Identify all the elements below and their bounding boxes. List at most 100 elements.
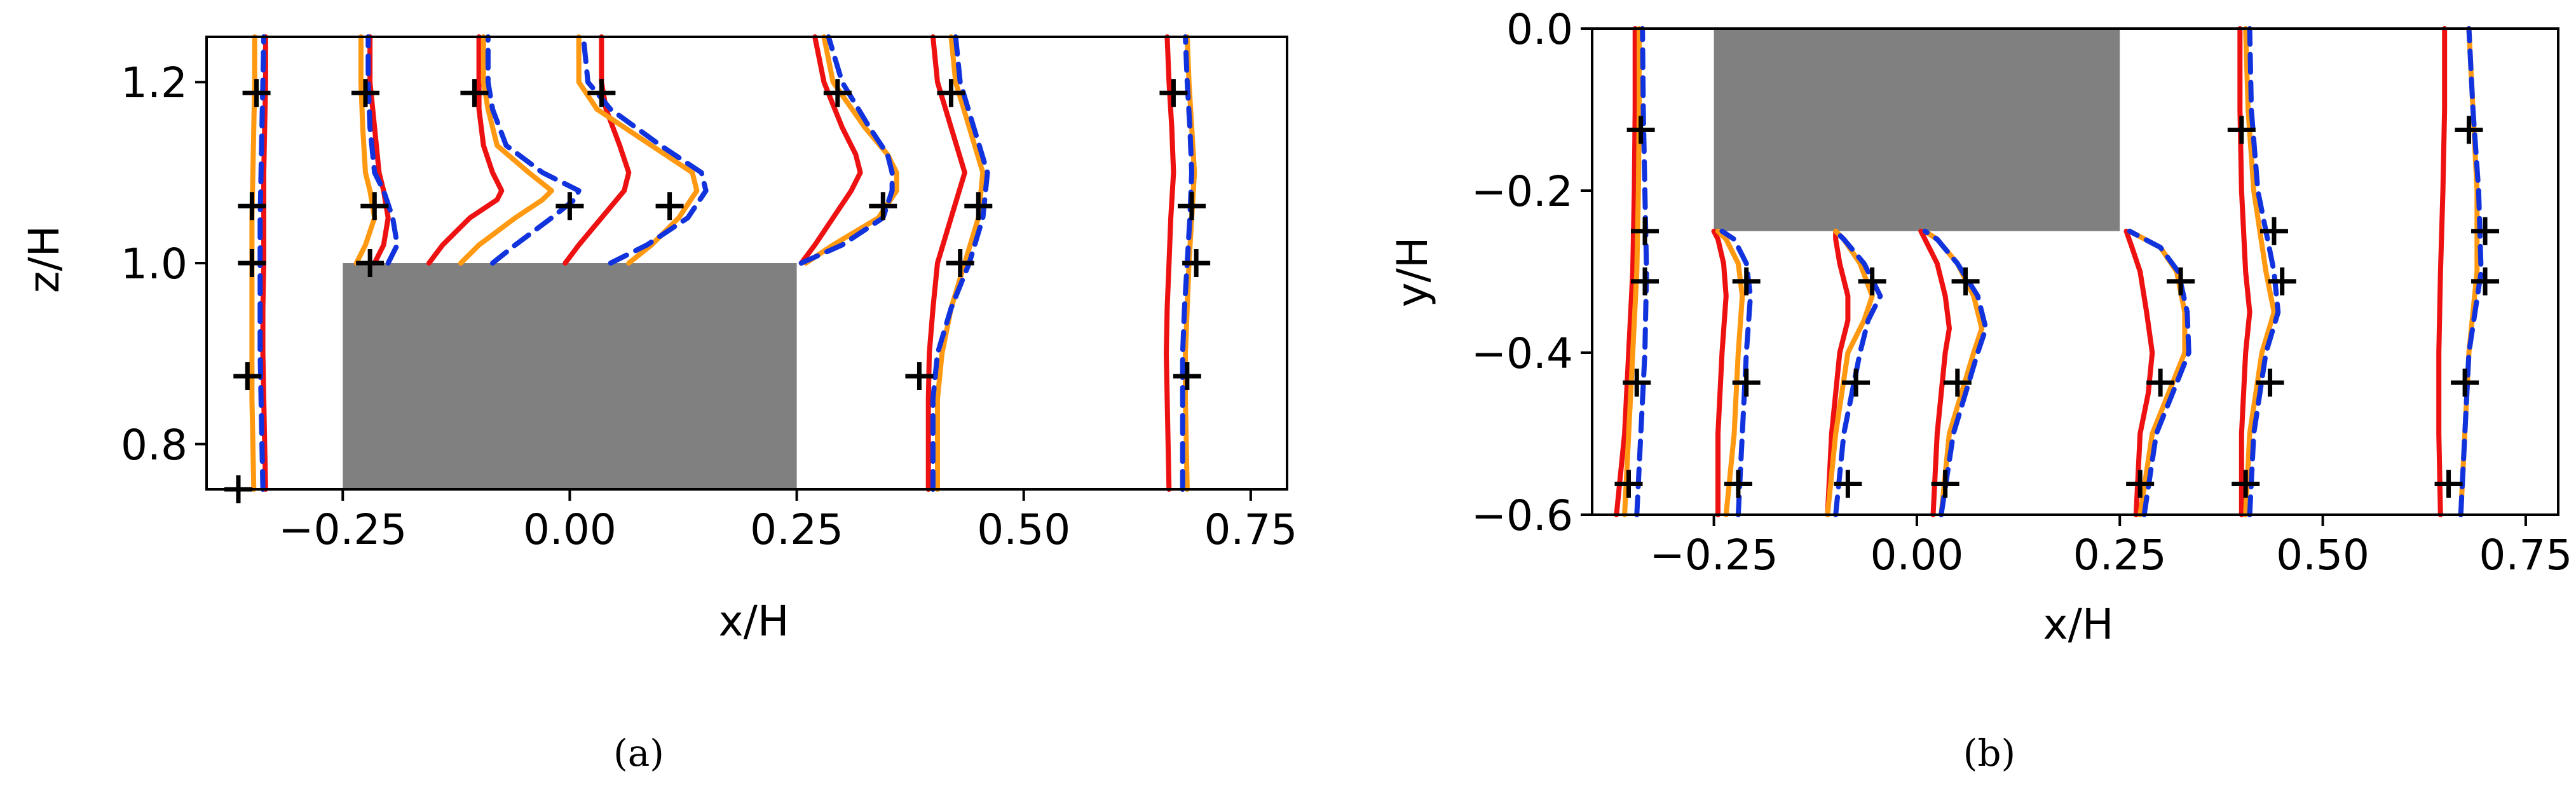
- panel-b-measurement-marker: [2232, 470, 2260, 498]
- panel-a-x-tick-label: 0.50: [977, 505, 1070, 554]
- panel-a-measurement-marker: [555, 192, 584, 221]
- panel-b-measurement-marker: [2167, 267, 2195, 296]
- panel-b-measurement-marker: [1631, 267, 1659, 296]
- panel-a-profile-6-series-2: [935, 34, 986, 492]
- panel-a-measurement-marker: [1178, 192, 1206, 221]
- panel-b-measurement-marker: [1943, 369, 1972, 397]
- panel-b-measurement-marker: [1623, 369, 1651, 397]
- panel-a-profile-7-series-1: [1164, 34, 1176, 492]
- panel-a-caption: (a): [613, 731, 664, 775]
- panel-a-measurement-marker: [233, 362, 262, 390]
- panel-a-measurement-marker: [905, 362, 934, 390]
- panel-b-profile-4-series-1: [1918, 228, 1952, 517]
- panel-a-y-tick-label: 0.8: [121, 421, 187, 470]
- panel-b-lines-layer: [1614, 26, 2484, 517]
- panel-b-profile-5-series-1: [2123, 228, 2155, 517]
- panel-b-measurement-marker: [1631, 217, 1659, 245]
- panel-b-y-tick-label: −0.2: [1471, 167, 1573, 216]
- panel-b-chart: −0.25 0.00 0.25 0.50 0.75 −0.6 −0.4 −0.2 0.0 x/…: [1388, 5, 2572, 775]
- panel-b-x-tick-label: 0.75: [2479, 531, 2572, 580]
- panel-b-y-tick-label: −0.6: [1471, 491, 1573, 540]
- panel-b-profile-7-series-1: [2436, 26, 2448, 517]
- panel-a-chart: −0.25 0.00 0.25 0.50 0.75 0.81.01.2 x/H z/H …: [20, 34, 1297, 775]
- panel-b-measurement-marker: [1858, 267, 1886, 296]
- panel-b-x-axis: −0.25 0.00 0.25 0.50 0.75: [1649, 515, 2572, 580]
- panel-b-plot-frame: [1591, 27, 2559, 516]
- panel-b-measurement-marker: [1732, 267, 1761, 296]
- panel-a-profile-4-series-3: [580, 34, 709, 266]
- panel-b-profile-2-series-2: [1715, 228, 1745, 517]
- panel-b-profile-3-series-1: [1825, 228, 1851, 517]
- panel-b-measurement-marker: [1951, 267, 1980, 296]
- panel-a-x-tick-label: −0.25: [278, 505, 407, 554]
- panel-b-measurement-marker: [2126, 470, 2155, 498]
- panel-b-measurement-marker: [1834, 470, 1862, 498]
- panel-a-profile-5-series-1: [798, 34, 863, 266]
- panel-a-x-tick-label: 0.00: [523, 505, 617, 554]
- panel-a-measurement-marker: [242, 79, 271, 107]
- panel-b-profile-4-series-3: [1922, 228, 1989, 517]
- panel-a-measurement-marker: [1173, 362, 1201, 390]
- panel-a-x-tick-label: 0.75: [1204, 505, 1297, 554]
- panel-b-measurement-marker: [1842, 369, 1871, 397]
- panel-b-x-tick-label: 0.50: [2276, 531, 2369, 580]
- panel-a-profile-3-series-3: [485, 34, 582, 266]
- panel-b-obstacle: [1714, 29, 2120, 231]
- panel-b-profile-5-series-3: [2127, 228, 2191, 517]
- panel-b-caption: (b): [1963, 731, 2015, 775]
- panel-a-obstacle-layer: [343, 263, 797, 489]
- panel-b-measurement-marker: [2451, 369, 2479, 397]
- panel-b-profile-2-series-1: [1711, 228, 1729, 517]
- panel-b-profile-3-series-3: [1833, 228, 1883, 517]
- panel-a-x-axis: −0.25 0.00 0.25 0.50 0.75: [278, 489, 1297, 554]
- panel-b-measurement-marker: [2256, 369, 2284, 397]
- panel-a-measurement-marker: [946, 249, 974, 277]
- panel-b-measurement-marker: [2471, 267, 2500, 296]
- panel-b-profile-6-series-3: [2247, 26, 2281, 517]
- panel-a-measurement-marker: [869, 192, 897, 221]
- panel-a-measurement-marker: [937, 79, 965, 107]
- panel-b-measurement-marker: [2455, 116, 2483, 144]
- panel-b-x-tick-label: −0.25: [1649, 531, 1778, 580]
- panel-b-y-tick-label: 0.0: [1506, 5, 1573, 54]
- panel-a-measurement-marker: [238, 249, 266, 277]
- panel-a-obstacle: [343, 263, 797, 489]
- panel-a-x-axis-label: x/H: [719, 597, 789, 646]
- panel-a-measurement-marker: [460, 79, 489, 107]
- panel-b-profile-5-series-2: [2127, 228, 2188, 517]
- panel-b-measurement-marker: [1724, 470, 1752, 498]
- panel-b-x-tick-label: 0.25: [2073, 531, 2167, 580]
- panel-a-profile-2-series-3: [365, 34, 400, 266]
- panel-b-profile-1-series-1: [1614, 26, 1638, 517]
- panel-a-profile-5-series-2: [803, 34, 899, 266]
- panel-a-measurement-marker: [964, 192, 993, 221]
- panel-b-measurement-marker: [2227, 116, 2256, 144]
- panel-b-y-axis-label: y/H: [1388, 237, 1437, 308]
- panel-b-profile-7-series-3: [2458, 26, 2484, 517]
- panel-a-measurement-marker: [1182, 249, 1211, 277]
- panel-b-measurement-marker: [1732, 369, 1761, 397]
- panel-a-profile-2-series-2: [353, 34, 378, 266]
- panel-b-profile-6-series-2: [2243, 26, 2277, 517]
- panel-b-obstacle-layer: [1714, 29, 2120, 231]
- panel-b-x-tick-label: 0.00: [1870, 531, 1963, 580]
- panel-b-measurement-marker: [1614, 470, 1643, 498]
- panel-a-measurement-marker: [655, 192, 684, 221]
- panel-a-profile-3-series-2: [458, 34, 554, 266]
- panel-a-x-tick-label: 0.25: [750, 505, 843, 554]
- panel-b-measurement-marker: [2259, 217, 2288, 245]
- panel-b-measurement-marker: [2268, 267, 2296, 296]
- panel-b-measurement-marker: [2146, 369, 2175, 397]
- panel-a-profile-3-series-1: [426, 34, 505, 266]
- panel-b-y-tick-label: −0.4: [1471, 329, 1573, 378]
- panel-b-measurement-marker: [1626, 116, 1655, 144]
- panel-a-measurement-marker: [356, 249, 385, 277]
- panel-b-y-axis: −0.6 −0.4 −0.2 0.0: [1471, 5, 1592, 540]
- panel-a-profile-6-series-3: [930, 34, 990, 492]
- panel-a-y-axis: 0.8 1.0 1.2: [121, 58, 207, 470]
- panel-a-measurement-marker: [1159, 79, 1188, 107]
- panel-a-y-tick-label: 1.2: [121, 58, 187, 107]
- panel-a-y-tick-label: 1.0: [121, 240, 187, 289]
- panel-b-profile-1-series-2: [1622, 26, 1642, 517]
